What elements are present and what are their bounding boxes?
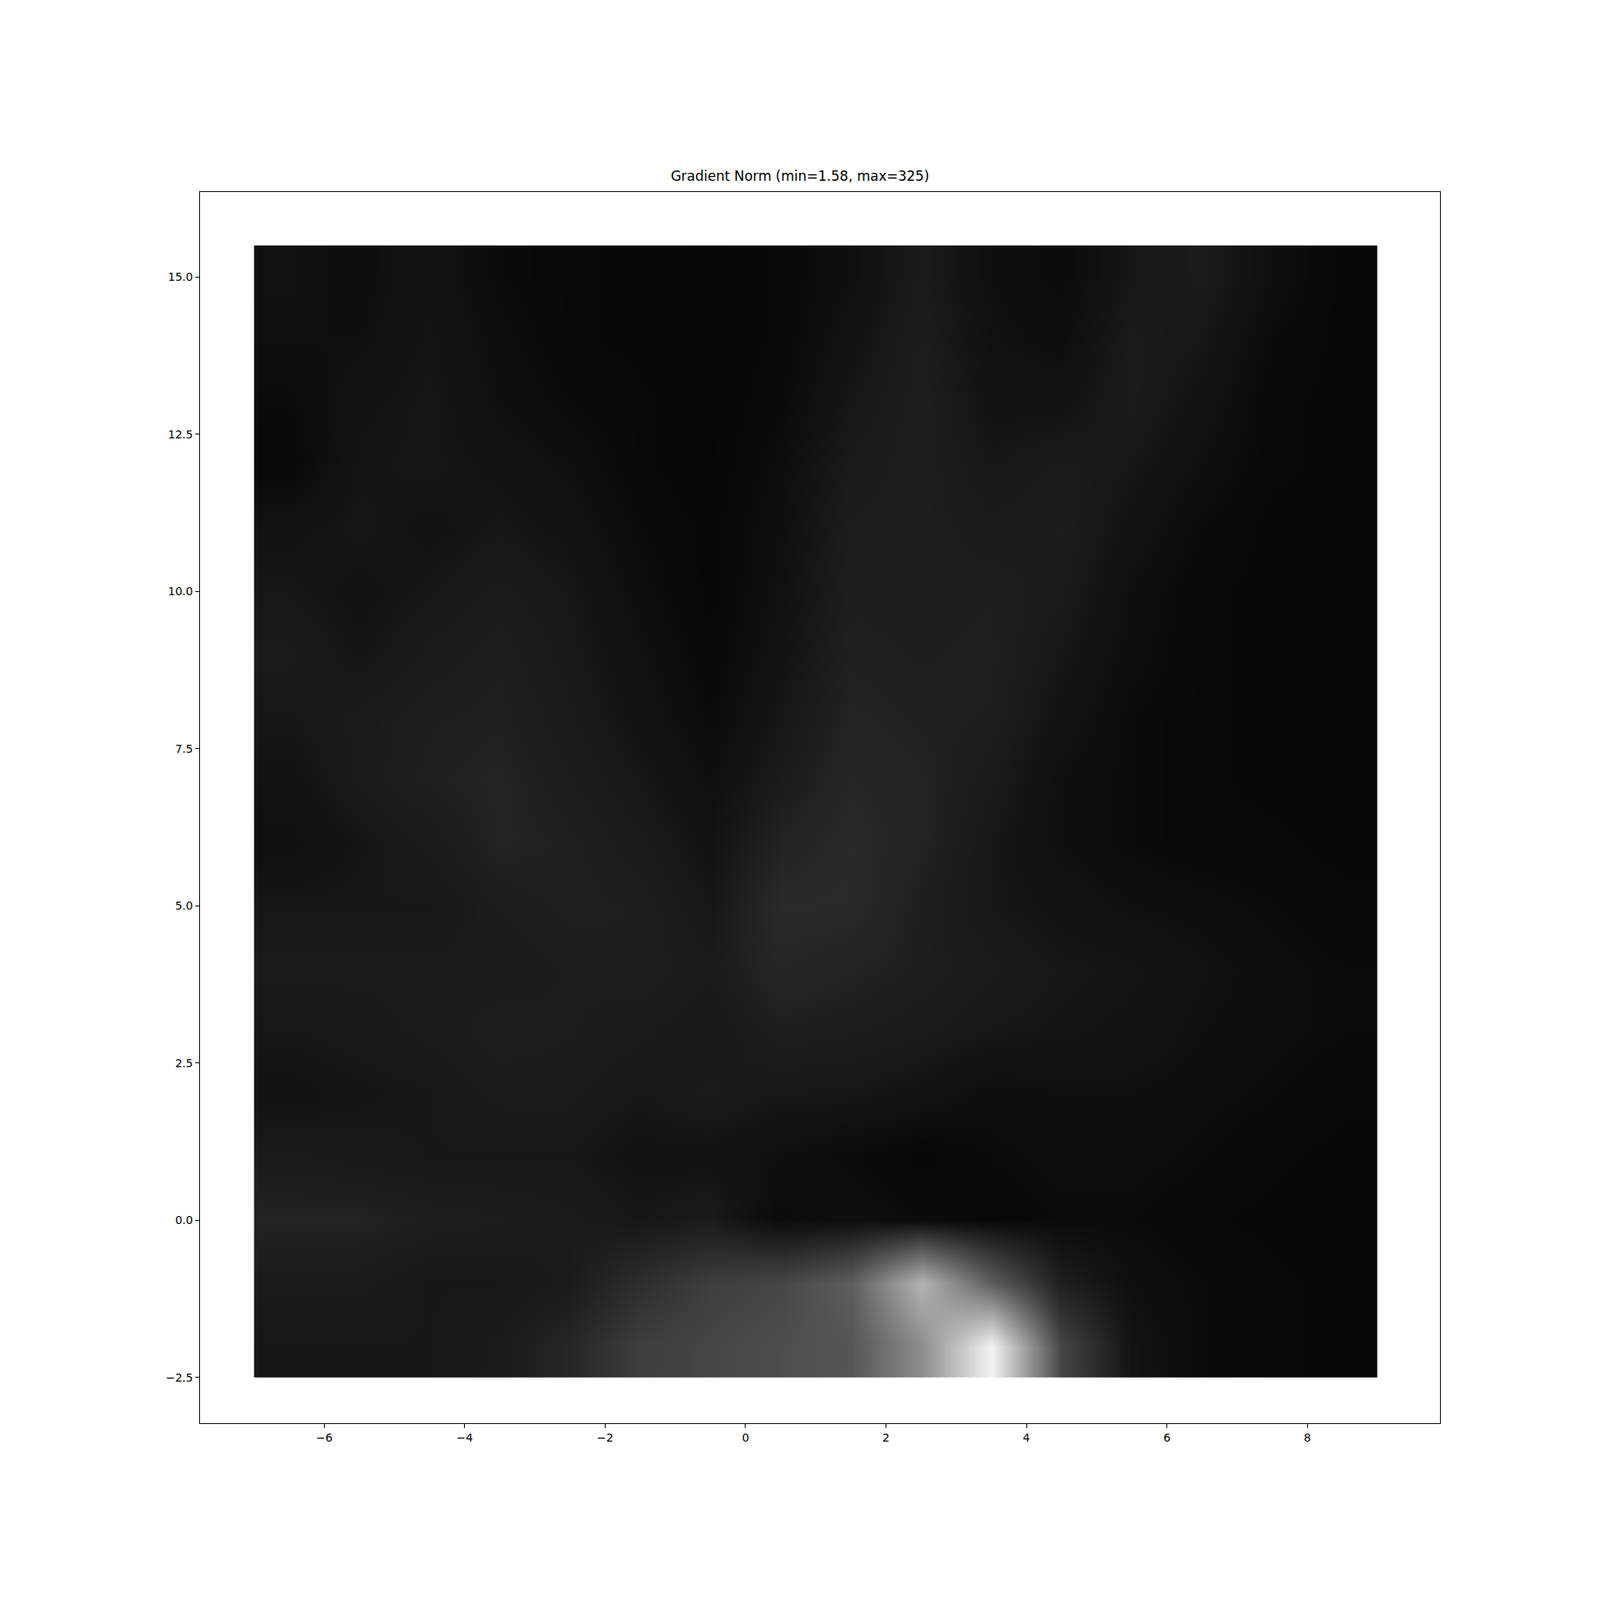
svg-text:−6: −6 (316, 1431, 333, 1444)
svg-text:2.5: 2.5 (175, 1056, 193, 1070)
svg-text:10.0: 10.0 (168, 584, 193, 598)
svg-text:12.5: 12.5 (168, 428, 193, 441)
svg-text:−2: −2 (596, 1431, 614, 1444)
svg-text:15.0: 15.0 (168, 270, 193, 284)
svg-text:2: 2 (882, 1431, 890, 1444)
svg-text:0.0: 0.0 (175, 1213, 193, 1227)
svg-text:5.0: 5.0 (175, 899, 193, 912)
svg-text:4: 4 (1023, 1431, 1031, 1444)
svg-text:−2.5: −2.5 (165, 1371, 193, 1384)
svg-text:Gradient Norm (min=1.58, max=3: Gradient Norm (min=1.58, max=325) (670, 168, 929, 184)
svg-text:0: 0 (741, 1431, 749, 1444)
svg-text:−4: −4 (456, 1431, 474, 1444)
svg-text:6: 6 (1163, 1431, 1171, 1444)
svg-text:7.5: 7.5 (175, 742, 193, 756)
svg-text:8: 8 (1304, 1431, 1312, 1444)
